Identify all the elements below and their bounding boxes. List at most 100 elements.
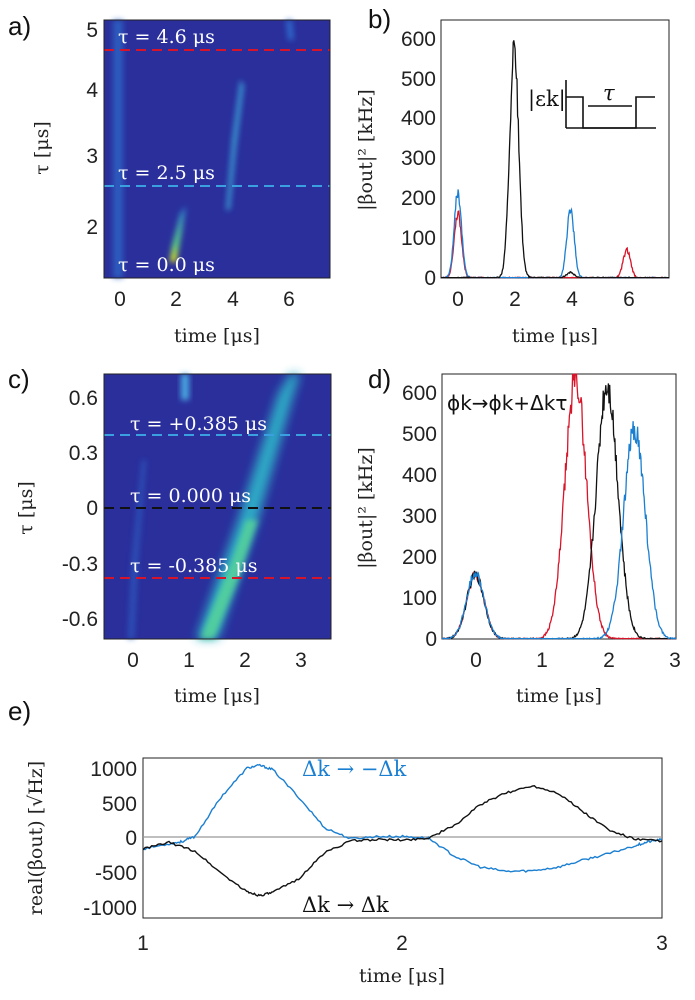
axes-a-frame — [103, 19, 331, 279]
xticks-b: 0 2 4 6 — [452, 288, 635, 311]
xticks-c: 0 1 2 3 — [127, 649, 307, 672]
xtick-b-2: 4 — [566, 288, 578, 311]
panel-c: c) τ = +0.385 μs τ = 0.000 μs τ = -0.385… — [8, 364, 332, 707]
ylabel-a: τ [μs] — [31, 121, 53, 174]
xlabel-c: time [μs] — [174, 685, 260, 707]
ytick-a-2: 4 — [86, 79, 98, 102]
ytick-a-3: 5 — [86, 19, 98, 42]
ylabel-b: |βout|² [kHz] — [355, 89, 377, 211]
panel-label-a: a) — [8, 11, 31, 41]
inset-b-label-eps: |εk| — [528, 87, 566, 112]
yticks-a: 2 3 4 5 — [86, 19, 98, 239]
ytick-e-3: -500 — [95, 862, 137, 885]
xlabel-e: time [μs] — [359, 965, 445, 987]
ytick-a-0: 2 — [86, 216, 98, 239]
xlabel-b: time [μs] — [512, 325, 598, 347]
ytick-b-1: 100 — [401, 227, 436, 250]
ytick-c-2: 0 — [86, 497, 98, 520]
panel-label-e: e) — [8, 696, 31, 726]
xtick-d-1: 1 — [536, 649, 548, 672]
series-e-black — [142, 785, 663, 897]
axes-e-frame — [142, 757, 663, 919]
xticks-d: 0 1 2 3 — [470, 649, 681, 672]
ytick-e-0: 1000 — [90, 758, 137, 781]
ytick-e-2: 0 — [125, 827, 137, 850]
yticks-d: 0 100 200 300 400 500 600 — [402, 382, 437, 651]
series-b-black — [441, 40, 669, 279]
xtick-a-0: 0 — [114, 288, 126, 311]
annotation-d: ϕk→ϕk+Δkτ — [447, 391, 567, 415]
heatmap-c-streak-diagonal — [196, 374, 300, 639]
heatmap-a-streak-t0 — [113, 20, 123, 278]
ylabel-c: τ [μs] — [15, 481, 37, 534]
xtick-e-0: 1 — [137, 932, 149, 955]
ytick-d-5: 500 — [402, 423, 437, 446]
panel-a: a) τ = 4.6 μs τ = 2.5 μs τ = 0.0 μs 0 2 … — [8, 11, 331, 347]
panel-label-d: d) — [368, 364, 391, 394]
ytick-b-5: 500 — [401, 68, 436, 91]
yticks-e: 1000 500 0 -500 -1000 — [83, 758, 137, 920]
axes-c-frame — [103, 373, 332, 640]
ytick-d-1: 100 — [402, 587, 437, 610]
xtick-d-0: 0 — [470, 649, 482, 672]
annotation-c-3: τ = -0.385 μs — [130, 555, 257, 577]
yticks-c: 0.6 0.3 0 -0.3 -0.6 — [62, 387, 98, 631]
inset-b: |εk| τ — [528, 80, 656, 129]
heatmap-a-streak-t2 — [170, 206, 186, 262]
heatmap-c-streaks — [128, 374, 300, 639]
series-d — [441, 373, 677, 640]
xtick-c-1: 1 — [183, 649, 195, 672]
xtick-d-2: 2 — [603, 649, 615, 672]
panel-b: b) |εk| τ 0 2 4 6 0 100 200 300 400 500 … — [355, 4, 670, 347]
xtick-a-3: 6 — [283, 288, 295, 311]
xtick-a-2: 4 — [227, 288, 239, 311]
ytick-d-4: 400 — [402, 464, 437, 487]
panel-label-b: b) — [368, 4, 391, 34]
axes-b-frame — [440, 19, 670, 279]
xtick-b-0: 0 — [452, 288, 464, 311]
xticks-e: 1 2 3 — [137, 932, 668, 955]
annotation-a-2: τ = 2.5 μs — [118, 162, 215, 184]
ytick-c-1: 0.3 — [69, 442, 98, 465]
yticks-b: 0 100 200 300 400 500 600 — [401, 28, 436, 290]
panel-d: d) ϕk→ϕk+Δkτ 0 1 2 3 0 100 200 300 400 5… — [355, 364, 681, 707]
series-b — [440, 40, 670, 279]
heatmap-a-background — [104, 20, 330, 278]
xtick-e-1: 2 — [396, 932, 408, 955]
ytick-b-3: 300 — [401, 147, 436, 170]
xtick-e-2: 3 — [656, 932, 668, 955]
ytick-b-0: 0 — [424, 267, 436, 290]
ytick-b-4: 400 — [401, 107, 436, 130]
series-e-blue — [142, 763, 663, 873]
xlabel-d: time [μs] — [516, 685, 602, 707]
xtick-b-1: 2 — [509, 288, 521, 311]
annotation-a-3: τ = 0.0 μs — [118, 254, 215, 276]
ytick-d-2: 200 — [402, 546, 437, 569]
xtick-c-2: 2 — [239, 649, 251, 672]
xtick-b-3: 6 — [623, 288, 635, 311]
ytick-d-0: 0 — [425, 628, 437, 651]
ylabel-d: |βout|² [kHz] — [355, 447, 377, 569]
annotation-a-1: τ = 4.6 μs — [118, 26, 215, 48]
heatmap-a-streak-t6 — [286, 20, 294, 40]
axes-d-frame — [441, 373, 677, 640]
ytick-d-3: 300 — [402, 505, 437, 528]
heatmap-a-streaks — [113, 20, 294, 278]
heatmap-c-streak-faint — [128, 460, 146, 639]
ytick-c-0: 0.6 — [69, 387, 98, 410]
xtick-c-3: 3 — [295, 649, 307, 672]
ytick-b-6: 600 — [401, 28, 436, 51]
panel-e: e) Δk → −Δk Δk → Δk 1 2 3 1000 500 0 -50… — [8, 696, 668, 987]
heatmap-c-streak-top — [181, 374, 189, 400]
inset-b-label-tau: τ — [603, 81, 615, 105]
ytick-c-4: -0.6 — [62, 608, 98, 631]
xtick-c-0: 0 — [127, 649, 139, 672]
xtick-d-3: 3 — [669, 649, 681, 672]
heatmap-c-streak-bright — [200, 520, 258, 639]
ytick-c-3: -0.3 — [62, 553, 98, 576]
series-e — [142, 763, 663, 897]
legend-e-blue: Δk → −Δk — [302, 757, 407, 781]
ytick-a-1: 3 — [86, 145, 98, 168]
series-d-blue — [442, 421, 677, 640]
